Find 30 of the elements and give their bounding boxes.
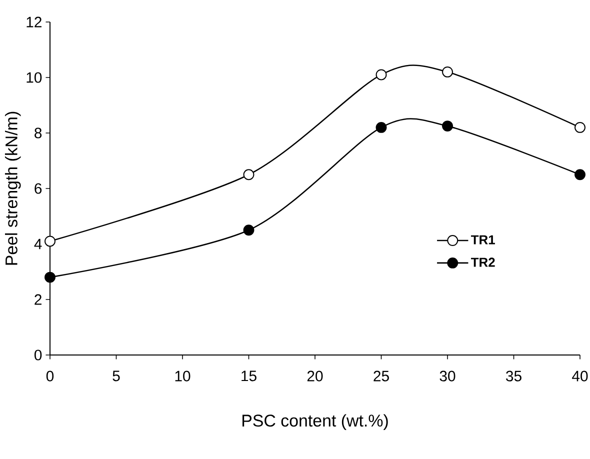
x-tick-label: 5	[112, 370, 120, 382]
point	[376, 69, 387, 80]
point	[44, 236, 56, 247]
x-tick-label: 15	[242, 370, 256, 382]
x-tick-label: 10	[175, 370, 190, 382]
point	[376, 122, 387, 133]
y-tick-label: 12	[26, 16, 42, 28]
y-tick-label: 2	[34, 294, 42, 305]
y-tick-label: 8	[34, 128, 42, 138]
x-tick-label: 0	[46, 370, 54, 382]
point	[442, 120, 453, 132]
y-tick-label: 10	[26, 72, 42, 83]
point	[44, 272, 56, 283]
legend-label: TR1	[470, 235, 495, 244]
y-axis-title: Peel strength (kN/m)	[4, 112, 21, 265]
point	[574, 122, 586, 133]
point	[243, 169, 254, 180]
x-tick-label: 35	[506, 370, 522, 382]
y-tick-label: 4	[34, 238, 42, 250]
x-tick-label: 40	[572, 370, 588, 382]
point	[442, 66, 453, 78]
legend-label: TR2	[470, 258, 495, 267]
point	[574, 169, 586, 180]
x-tick-label: 20	[307, 370, 323, 382]
x-tick-label: 30	[440, 370, 456, 382]
x-tick-label: 25	[374, 370, 389, 382]
x-axis-title: PSC content (wt.%)	[242, 414, 388, 430]
point	[243, 224, 254, 236]
y-tick-label: 0	[34, 350, 42, 360]
y-tick-label: 6	[34, 183, 42, 194]
